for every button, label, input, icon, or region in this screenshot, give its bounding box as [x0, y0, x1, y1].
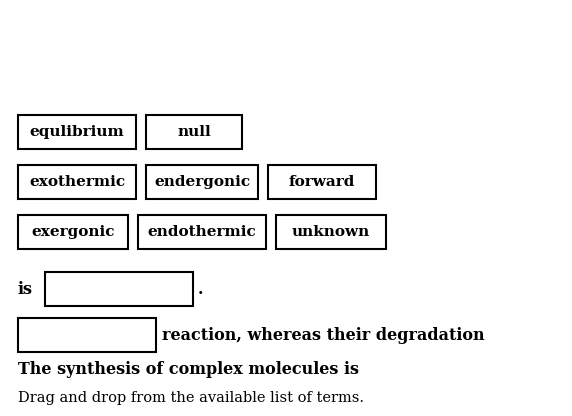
Text: exergonic: exergonic [31, 225, 115, 239]
Text: endergonic: endergonic [154, 175, 250, 189]
Bar [18, 165, 136, 199]
Text: is: is [18, 280, 33, 297]
Bar [18, 115, 136, 149]
Bar [268, 165, 376, 199]
Bar [276, 215, 386, 249]
Text: Drag and drop from the available list of terms.: Drag and drop from the available list of… [18, 391, 364, 405]
Text: forward: forward [289, 175, 355, 189]
Text: exothermic: exothermic [29, 175, 125, 189]
Text: reaction, whereas their degradation: reaction, whereas their degradation [162, 327, 484, 344]
Bar [138, 215, 266, 249]
Text: equlibrium: equlibrium [30, 125, 124, 139]
Bar [18, 215, 128, 249]
Text: The synthesis of complex molecules is: The synthesis of complex molecules is [18, 362, 359, 379]
Bar [45, 272, 193, 306]
Bar [146, 165, 258, 199]
Text: endothermic: endothermic [148, 225, 256, 239]
Text: .: . [198, 280, 204, 297]
Bar [18, 318, 156, 352]
Text: unknown: unknown [292, 225, 370, 239]
Bar [146, 115, 242, 149]
Text: null: null [177, 125, 211, 139]
